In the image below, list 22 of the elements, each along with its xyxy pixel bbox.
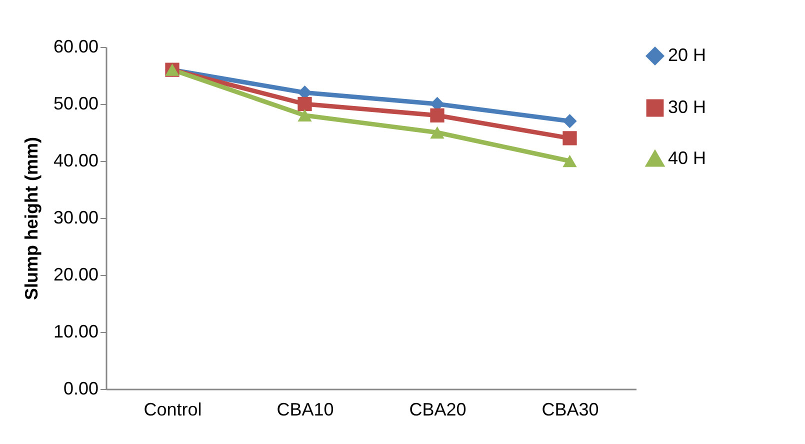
point	[562, 154, 577, 168]
point	[562, 114, 577, 128]
y-tick-label: 60.00	[53, 36, 98, 56]
y-tick-label: 10.00	[53, 322, 98, 342]
point	[562, 131, 577, 146]
point	[298, 96, 312, 112]
y-tick-label: 20.00	[53, 264, 98, 284]
x-tick-label: Control	[144, 400, 202, 420]
x-tick-label: CBA30	[542, 400, 599, 420]
y-tick-label: 0.00	[63, 378, 98, 398]
y-tick-label: 50.00	[53, 94, 98, 114]
point	[430, 126, 444, 139]
legend-label: 30 H	[668, 97, 706, 117]
legend-label: 40 H	[668, 148, 706, 168]
x-tick-label: CBA20	[409, 400, 466, 420]
legend-label: 20 H	[668, 45, 706, 65]
point	[430, 108, 444, 122]
point	[298, 109, 312, 122]
y-tick-label: 40.00	[53, 150, 98, 170]
y-axis-title: Slump height (mm)	[21, 137, 42, 300]
y-tick-label: 30.00	[53, 208, 98, 228]
x-tick-label: CBA10	[276, 400, 334, 420]
